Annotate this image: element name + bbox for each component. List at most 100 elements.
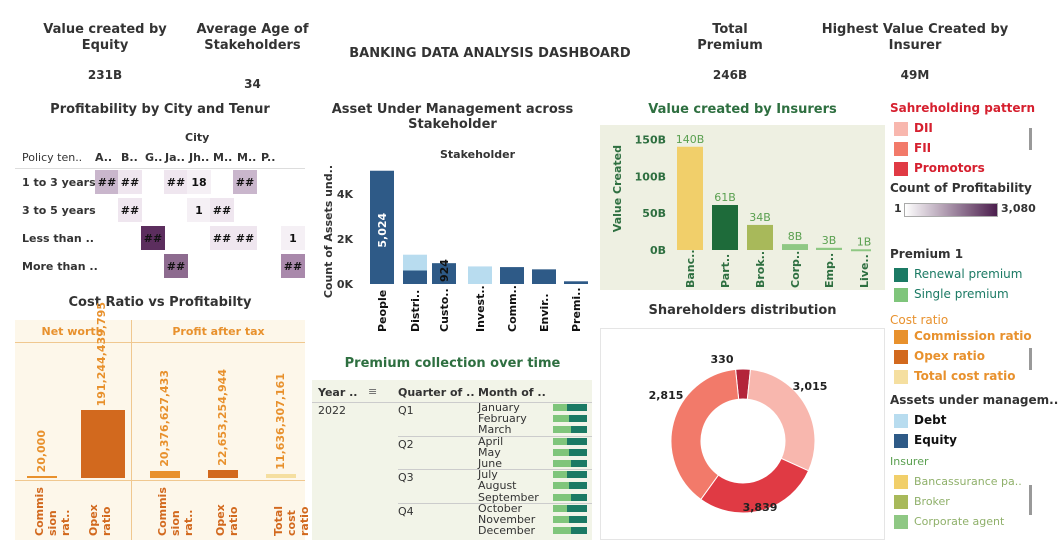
cost-bar[interactable] <box>208 469 238 478</box>
premium-bar-single[interactable] <box>553 482 569 490</box>
legend-item[interactable]: Single premium <box>890 284 1060 304</box>
heatmap-cell[interactable]: ## <box>233 170 257 194</box>
aum-x-label: People <box>376 290 389 332</box>
heatmap-col-label: Ja.. <box>165 151 185 164</box>
legend-item[interactable]: Renewal premium <box>890 264 1060 284</box>
legend-item[interactable]: DII <box>890 118 1060 138</box>
aum-bar-equity <box>500 267 524 284</box>
aum-x-label: Distri.. <box>409 290 422 332</box>
premium-bar-renewal[interactable] <box>571 460 587 467</box>
cost-bar-value: 22,653,254,944 <box>216 369 229 466</box>
aum-bar-label: 924 <box>438 259 451 282</box>
heatmap-cell[interactable]: ## <box>281 254 305 278</box>
heatmap-cell[interactable]: ## <box>118 170 142 194</box>
premium-bar-renewal[interactable] <box>569 482 587 490</box>
header-month[interactable]: Month of .. <box>478 386 546 399</box>
premium-bar-single[interactable] <box>553 493 571 501</box>
legend-profit-min: 1 <box>894 202 902 215</box>
cost-bar[interactable] <box>266 473 296 478</box>
heatmap-cell[interactable]: ## <box>164 254 188 278</box>
cost-bar[interactable] <box>150 470 180 478</box>
aum-stakeholder-label: Stakeholder <box>440 148 516 161</box>
header-year[interactable]: Year .. <box>318 386 358 399</box>
premium-bar-renewal[interactable] <box>567 437 587 445</box>
aum-x-label: Custo.. <box>438 288 451 332</box>
premium-bar-single[interactable] <box>553 426 571 434</box>
legend-item[interactable]: Debt <box>890 410 1060 430</box>
heatmap-cell[interactable]: 1 <box>187 198 211 222</box>
sort-icon[interactable]: ≡ <box>368 385 378 398</box>
insurer-bar-label: 1B <box>857 235 872 248</box>
premium-bar-renewal[interactable] <box>571 527 587 535</box>
legend-swatch <box>894 329 908 344</box>
heatmap-cell[interactable]: 1 <box>281 226 305 250</box>
net-worth-header: Net worth <box>41 325 104 338</box>
heatmap-cell[interactable]: ## <box>118 198 142 222</box>
legend-item[interactable]: FII <box>890 138 1060 158</box>
insurer-x-label: Banc.. <box>684 249 697 288</box>
donut-slice <box>670 368 740 501</box>
heatmap-title: Profitability by City and Tenur <box>50 102 270 117</box>
legend-item[interactable]: Total cost ratio <box>890 366 1060 386</box>
premium-bar-single[interactable] <box>553 437 567 445</box>
cost-bar[interactable] <box>81 410 125 478</box>
legend-scrollbar-2[interactable] <box>1029 348 1032 370</box>
legend-scrollbar-1[interactable] <box>1029 128 1032 150</box>
legend-item[interactable]: Commission ratio <box>890 326 1060 346</box>
heatmap-col-label: P.. <box>261 151 276 164</box>
legend-scrollbar-3[interactable] <box>1029 485 1032 515</box>
legend-item[interactable]: Broker <box>890 492 1060 512</box>
heatmap-cell[interactable]: 18 <box>187 170 211 194</box>
aum-bar-equity <box>403 270 427 284</box>
premium-bar-renewal[interactable] <box>569 415 587 423</box>
premium-time-table: Year .. ≡ Quarter of .. Month of .. 2022… <box>312 380 592 540</box>
premium-bar-renewal[interactable] <box>569 448 587 456</box>
premium-bar-renewal[interactable] <box>571 426 587 434</box>
insurers-y-label: Value Created <box>611 145 624 233</box>
legend-item[interactable]: Bancassurance pa.. <box>890 472 1060 492</box>
heatmap-cell[interactable]: ## <box>95 170 119 194</box>
legend-profit-count-title: Count of Profitability <box>890 181 1032 195</box>
premium-bar-renewal[interactable] <box>571 493 587 501</box>
insurer-x-label: Live.. <box>858 254 871 288</box>
heatmap-cell[interactable]: ## <box>164 170 188 194</box>
legend-item[interactable]: Corporate agent <box>890 512 1060 532</box>
month-label: July <box>478 468 498 482</box>
legend-item[interactable]: Equity <box>890 430 1060 450</box>
legend-label: Commission ratio <box>914 329 1032 343</box>
kpi-age-title: Average Age of Stakeholders <box>196 22 309 53</box>
heatmap-row-label: Less than .. <box>22 232 94 245</box>
premium-bar-renewal[interactable] <box>567 471 587 479</box>
premium-bar-single[interactable] <box>553 460 571 467</box>
premium-bar-single[interactable] <box>553 516 569 523</box>
heatmap-cell[interactable]: ## <box>210 226 234 250</box>
cost-bar[interactable] <box>27 476 57 478</box>
insurers-y-tick: 100B <box>635 170 666 183</box>
heatmap-cell[interactable]: ## <box>141 226 165 250</box>
premium-bar-single[interactable] <box>553 448 569 456</box>
premium-bar-renewal[interactable] <box>569 516 587 523</box>
insurer-bar-label: 34B <box>749 211 771 224</box>
legend-label: Broker <box>914 495 950 508</box>
heatmap-cell[interactable]: ## <box>210 198 234 222</box>
insurer-bar-label: 3B <box>822 234 837 247</box>
header-quarter[interactable]: Quarter of .. <box>398 386 475 399</box>
month-label: October <box>478 501 523 515</box>
legend-premium-title: Premium 1 <box>890 247 964 261</box>
legend-item[interactable]: Promotors <box>890 158 1060 178</box>
legend-profit-max: 3,080 <box>1001 202 1036 215</box>
premium-bar-single[interactable] <box>553 504 567 512</box>
year-value: 2022 <box>318 404 346 417</box>
premium-bar-single[interactable] <box>553 471 567 479</box>
legend-item[interactable]: Opex ratio <box>890 346 1060 366</box>
premium-bar-single[interactable] <box>553 404 567 411</box>
premium-bar-renewal[interactable] <box>567 404 587 411</box>
heatmap-cell[interactable]: ## <box>233 226 257 250</box>
legend-assets-title: Assets under managem.. <box>890 393 1059 407</box>
aum-bar-equity <box>370 170 394 284</box>
premium-bar-single[interactable] <box>553 415 569 423</box>
cost-bar-value: 11,636,307,161 <box>274 373 287 470</box>
aum-bar-debt <box>468 266 492 284</box>
premium-bar-single[interactable] <box>553 527 571 535</box>
premium-bar-renewal[interactable] <box>567 504 587 512</box>
